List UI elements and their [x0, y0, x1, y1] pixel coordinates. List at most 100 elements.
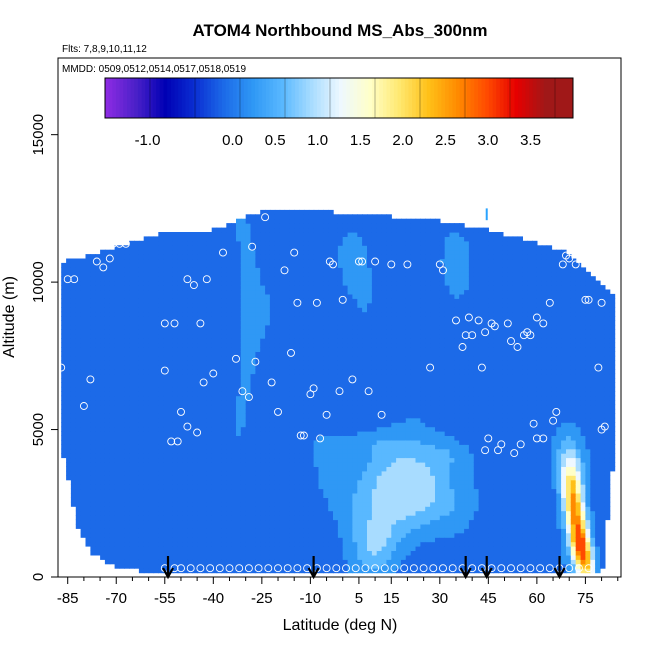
- heat-cell: [202, 280, 208, 286]
- heat-cell: [119, 262, 125, 268]
- heat-cell: [90, 519, 96, 525]
- heat-cell: [371, 541, 378, 547]
- heat-cell: [284, 519, 290, 525]
- heat-cell: [318, 470, 324, 476]
- heat-cell: [158, 519, 164, 525]
- heat-cell: [172, 528, 179, 534]
- heat-cell: [299, 333, 305, 339]
- heat-cell: [255, 271, 261, 277]
- heat-cell: [182, 249, 189, 255]
- heat-cell: [367, 338, 373, 344]
- heat-cell: [104, 546, 111, 551]
- heat-cell: [202, 249, 208, 255]
- heat-cell: [313, 262, 320, 268]
- heat-cell: [308, 550, 315, 556]
- heat-cell: [206, 404, 213, 410]
- heat-cell: [226, 475, 232, 481]
- heat-cell: [347, 444, 354, 450]
- heat-cell: [226, 413, 232, 419]
- heat-cell: [260, 378, 266, 383]
- heat-cell: [70, 373, 77, 379]
- heat-cell: [236, 568, 242, 574]
- heat-cell: [333, 276, 339, 282]
- heat-cell: [265, 453, 271, 459]
- heat-cell: [61, 386, 67, 392]
- heat-cell: [124, 254, 130, 260]
- heat-cell: [148, 338, 155, 344]
- heat-cell: [153, 510, 159, 516]
- heat-cell: [177, 559, 184, 565]
- heat-cell: [323, 209, 329, 215]
- heat-cell: [313, 400, 320, 406]
- heat-cell: [61, 316, 67, 321]
- heat-cell: [143, 497, 150, 503]
- heat-cell: [260, 519, 266, 525]
- heat-cell: [299, 373, 305, 379]
- heat-cell: [337, 435, 344, 441]
- heat-cell: [323, 457, 329, 463]
- heat-cell: [260, 444, 266, 450]
- heat-cell: [362, 537, 368, 543]
- heat-cell: [289, 417, 295, 423]
- heat-cell: [124, 391, 130, 397]
- heat-cell: [187, 382, 193, 388]
- heat-cell: [211, 271, 218, 277]
- heat-cell: [197, 254, 203, 260]
- heat-cell: [114, 484, 121, 490]
- heat-cell: [245, 329, 252, 335]
- heat-cell: [143, 435, 150, 441]
- heat-cell: [299, 422, 305, 428]
- heat-cell: [236, 262, 242, 268]
- heat-cell: [158, 546, 164, 551]
- heat-cell: [129, 422, 135, 428]
- heat-cell: [299, 519, 305, 525]
- heat-cell: [148, 391, 155, 397]
- heat-cell: [75, 426, 82, 432]
- heat-cell: [226, 382, 232, 388]
- heat-cell: [323, 466, 329, 472]
- heat-cell: [323, 218, 329, 224]
- heat-cell: [323, 338, 329, 344]
- heat-cell: [337, 541, 344, 547]
- heat-cell: [182, 338, 189, 344]
- heat-cell: [337, 245, 344, 251]
- heat-cell: [66, 395, 72, 401]
- heat-cell: [255, 369, 261, 375]
- heat-cell: [158, 559, 164, 565]
- heat-cell: [279, 351, 286, 357]
- heat-cell: [114, 329, 121, 335]
- heat-cell: [153, 285, 159, 291]
- heat-cell: [221, 554, 227, 560]
- heat-cell: [371, 355, 378, 361]
- heat-cell: [114, 254, 121, 260]
- heat-cell: [289, 285, 295, 291]
- heat-cell: [260, 293, 266, 299]
- heat-cell: [231, 479, 237, 485]
- heat-cell: [158, 333, 164, 339]
- heat-cell: [299, 501, 305, 507]
- heat-cell: [211, 386, 218, 392]
- heat-cell: [114, 448, 121, 454]
- heat-cell: [289, 245, 295, 251]
- heat-cell: [148, 320, 155, 326]
- heat-cell: [66, 475, 72, 481]
- heat-cell: [80, 493, 87, 498]
- heat-cell: [279, 324, 286, 330]
- heat-cell: [168, 351, 174, 357]
- heat-cell: [284, 413, 290, 419]
- heat-cell: [308, 254, 315, 260]
- heat-cell: [333, 324, 339, 330]
- heat-cell: [308, 439, 315, 445]
- heat-cell: [337, 302, 344, 308]
- heat-cell: [70, 267, 77, 273]
- heat-cell: [197, 408, 203, 414]
- heat-cell: [95, 391, 101, 397]
- heat-cell: [148, 484, 155, 490]
- heat-cell: [347, 475, 354, 481]
- heat-cell: [299, 338, 305, 344]
- heat-cell: [85, 324, 91, 330]
- heat-cell: [138, 298, 145, 304]
- heat-cell: [129, 470, 135, 476]
- heat-cell: [279, 466, 286, 472]
- heat-cell: [318, 214, 324, 220]
